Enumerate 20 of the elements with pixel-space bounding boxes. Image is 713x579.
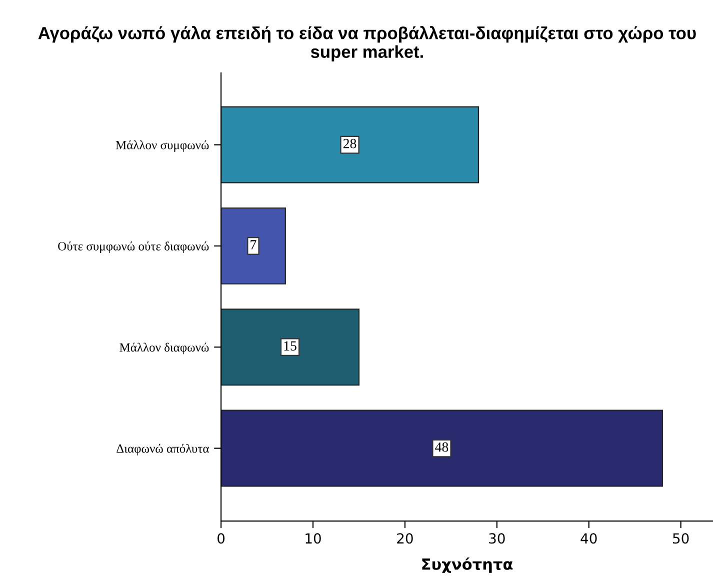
x-axis-title: Συχνότητα bbox=[422, 557, 513, 573]
bar bbox=[221, 106, 480, 184]
data-label: 48 bbox=[435, 442, 448, 452]
x-tick-label: 40 bbox=[580, 533, 597, 544]
x-tick-label: 20 bbox=[397, 533, 413, 544]
y-tick-label: Ούτε συμφωνώ ούτε διαφωνώ bbox=[58, 242, 209, 254]
x-tick-label: 30 bbox=[489, 533, 505, 544]
bar bbox=[221, 410, 663, 487]
data-label: 7 bbox=[250, 240, 256, 250]
y-tick-label: Διαφωνώ απόλυτα bbox=[116, 444, 209, 456]
data-label: 15 bbox=[284, 341, 296, 351]
chart-title: Αγοράζω νωπό γάλα επειδή το είδα να προβάλλεται-διαφημίζεται στο χώρο του super market. bbox=[38, 26, 696, 62]
bar bbox=[221, 308, 360, 386]
bar bbox=[221, 207, 286, 284]
x-tick-label: 0 bbox=[218, 533, 225, 544]
data-label: 28 bbox=[343, 138, 356, 148]
y-tick-label: Μάλλον συμφωνώ bbox=[116, 140, 209, 152]
x-tick-label: 10 bbox=[306, 533, 321, 544]
x-tick-label: 50 bbox=[673, 533, 689, 544]
y-tick-label: Μάλλον διαφωνώ bbox=[120, 342, 209, 354]
